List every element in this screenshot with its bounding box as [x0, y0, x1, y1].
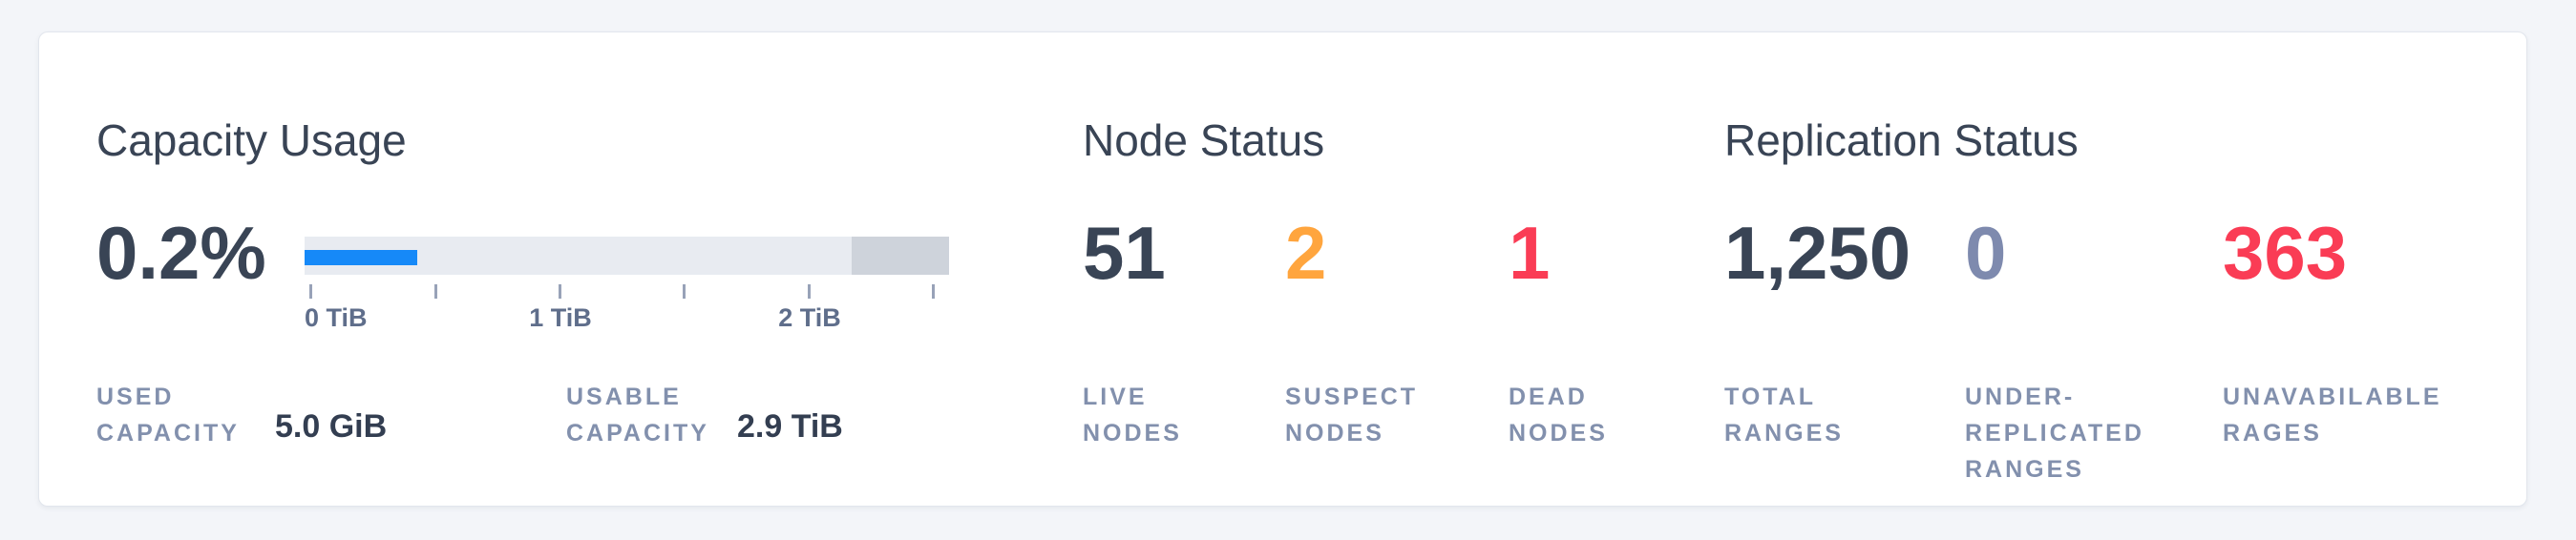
total-ranges-value: 1,250	[1724, 211, 1911, 295]
used-capacity-label: USED CAPACITY	[96, 384, 240, 447]
capacity-reserved-segment	[852, 237, 949, 275]
capacity-usage-title: Capacity Usage	[96, 115, 407, 165]
used-capacity-value: 5.0 GiB	[275, 408, 388, 445]
axis-tick-label: 1 TiB	[529, 303, 592, 332]
capacity-bar-chart: 0 TiB 1 TiB 2 TiB	[305, 237, 949, 361]
unavailable-ranges-label: UNAVABILABLE RAGES	[2223, 384, 2442, 447]
cluster-summary-card: Capacity Usage 0.2% 0 TiB 1 TiB 2 TiB US…	[38, 31, 2527, 507]
suspect-nodes-value: 2	[1285, 211, 1327, 295]
axis-tick	[309, 284, 312, 299]
capacity-percent-value: 0.2%	[96, 211, 266, 295]
usable-capacity-value: 2.9 TiB	[737, 408, 843, 445]
total-ranges-label: TOTAL RANGES	[1724, 384, 1844, 447]
axis-tick	[808, 284, 811, 299]
live-nodes-label: LIVE NODES	[1083, 384, 1182, 447]
replication-status-title: Replication Status	[1724, 115, 2079, 165]
dead-nodes-value: 1	[1509, 211, 1551, 295]
axis-tick	[559, 284, 561, 299]
unavailable-ranges-value: 363	[2223, 211, 2348, 295]
axis-tick	[683, 284, 686, 299]
live-nodes-value: 51	[1083, 211, 1166, 295]
capacity-used-bar	[305, 250, 417, 265]
dead-nodes-label: DEAD NODES	[1509, 384, 1608, 447]
suspect-nodes-label: SUSPECT NODES	[1285, 384, 1419, 447]
node-status-title: Node Status	[1083, 115, 1325, 165]
axis-tick	[434, 284, 437, 299]
under-replicated-ranges-label: UNDER-REPLICATED RANGES	[1965, 384, 2144, 483]
axis-tick-label: 2 TiB	[778, 303, 841, 332]
axis-tick-label: 0 TiB	[305, 303, 368, 332]
axis-tick	[932, 284, 935, 299]
under-replicated-ranges-value: 0	[1965, 211, 2007, 295]
usable-capacity-label: USABLE CAPACITY	[566, 384, 709, 447]
